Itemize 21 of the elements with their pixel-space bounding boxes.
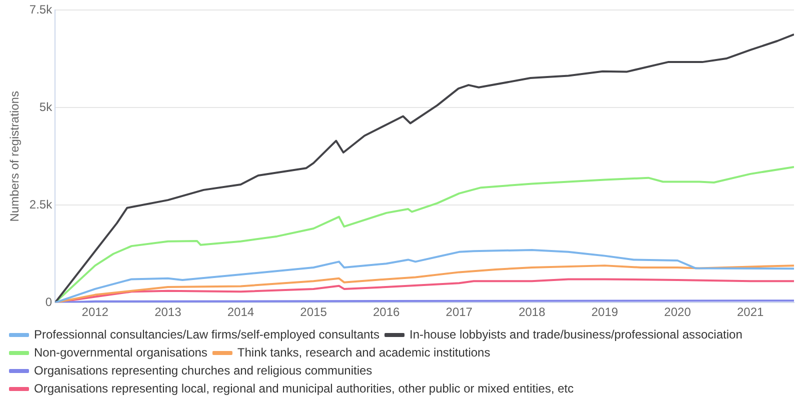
x-tick-label: 2013 (154, 305, 182, 320)
legend-label: Organisations representing local, regional and municipal authorities, other public or mixed entities, etc (34, 381, 574, 396)
x-tick-label: 2021 (736, 305, 764, 320)
x-tick-label: 2018 (518, 305, 546, 320)
x-tick-label: 2020 (664, 305, 692, 320)
y-axis-title: Numbers of registrations (8, 91, 22, 222)
legend-label: Think tanks, research and academic institutions (237, 345, 490, 360)
y-tick-label: 2.5k (29, 197, 54, 212)
y-tick-label: 7.5k (29, 2, 54, 17)
x-tick-label: 2014 (227, 305, 254, 320)
legend-label: Non-governmental organisations (34, 345, 208, 360)
y-tick-label: 5k (39, 100, 54, 114)
x-tick-label: 2016 (372, 305, 400, 320)
x-tick-label: 2017 (446, 305, 473, 320)
legend-label: In-house lobbyists and trade/business/professional association (410, 327, 742, 342)
x-tick-label: 2015 (300, 305, 328, 320)
y-tick-label: 0 (45, 294, 52, 309)
legend-label: Organisations representing churches and religious communities (34, 363, 372, 378)
x-tick-label: 2012 (82, 305, 109, 320)
legend-label: Professionnal consultancies/Law firms/self-employed consultants (34, 327, 380, 342)
x-tick-label: 2019 (591, 305, 618, 320)
